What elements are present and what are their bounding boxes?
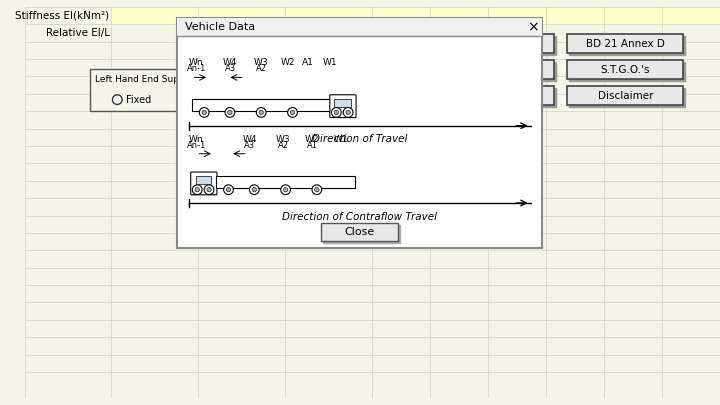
Bar — [440, 88, 556, 107]
Text: A1: A1 — [307, 141, 318, 150]
FancyBboxPatch shape — [191, 172, 217, 195]
Circle shape — [343, 108, 353, 117]
FancyBboxPatch shape — [330, 95, 356, 117]
Circle shape — [177, 95, 186, 104]
Circle shape — [334, 110, 338, 115]
Bar — [440, 62, 556, 81]
Bar — [323, 225, 400, 243]
FancyBboxPatch shape — [438, 60, 554, 79]
FancyBboxPatch shape — [567, 86, 683, 105]
FancyBboxPatch shape — [90, 69, 274, 111]
Circle shape — [179, 97, 184, 102]
Circle shape — [284, 188, 288, 192]
Text: Direction of Travel: Direction of Travel — [312, 134, 408, 145]
Circle shape — [256, 108, 266, 117]
Text: ×: × — [527, 20, 539, 34]
Circle shape — [228, 110, 232, 115]
Bar — [177, 19, 542, 36]
Text: A3: A3 — [225, 64, 236, 72]
Bar — [216, 176, 355, 188]
Text: Direction of Contraflow Travel: Direction of Contraflow Travel — [282, 212, 437, 222]
Text: A3: A3 — [244, 141, 255, 150]
Text: Vehicle Data: Vehicle Data — [185, 22, 255, 32]
Text: A2: A2 — [278, 141, 289, 150]
Text: W4: W4 — [223, 58, 238, 67]
Text: W1: W1 — [323, 58, 337, 67]
Bar — [570, 62, 685, 81]
Circle shape — [281, 185, 290, 194]
Text: Wn: Wn — [189, 135, 204, 144]
FancyBboxPatch shape — [438, 34, 554, 53]
Text: Fixed: Fixed — [319, 95, 344, 104]
Bar — [440, 36, 556, 55]
Text: BD 21 Annex D: BD 21 Annex D — [586, 38, 665, 49]
Text: W4: W4 — [243, 135, 257, 144]
Bar — [177, 19, 542, 248]
Text: Disclaimer: Disclaimer — [598, 91, 653, 101]
Bar — [333, 98, 351, 107]
Text: Wn: Wn — [189, 58, 204, 67]
FancyBboxPatch shape — [567, 60, 683, 79]
Circle shape — [315, 188, 319, 192]
Circle shape — [252, 188, 256, 192]
Bar — [570, 88, 685, 107]
Circle shape — [112, 95, 122, 104]
Circle shape — [331, 108, 341, 117]
Text: S.T.G.O.'s: S.T.G.O.'s — [600, 65, 650, 75]
Circle shape — [287, 108, 297, 117]
Text: Left Hand End Support Condition: Left Hand End Support Condition — [95, 75, 244, 83]
Text: An-1: An-1 — [186, 141, 206, 150]
Bar — [112, 7, 720, 24]
Text: An-1: An-1 — [186, 64, 206, 72]
Circle shape — [192, 185, 202, 194]
Circle shape — [249, 185, 259, 194]
Bar — [570, 36, 685, 55]
Text: W1: W1 — [334, 135, 348, 144]
Text: Close: Close — [345, 227, 375, 237]
Text: W3: W3 — [254, 58, 269, 67]
Text: Right Hand End Support Condition: Right Hand End Support Condition — [288, 75, 444, 83]
Circle shape — [225, 108, 235, 117]
Text: A2: A2 — [256, 64, 266, 72]
Bar — [192, 98, 330, 111]
Circle shape — [346, 110, 351, 115]
Circle shape — [204, 185, 214, 194]
Text: W2: W2 — [281, 58, 295, 67]
FancyBboxPatch shape — [438, 86, 554, 105]
Text: A1: A1 — [302, 58, 313, 67]
Circle shape — [290, 110, 294, 115]
Text: Pinned: Pinned — [191, 95, 224, 104]
Text: W3: W3 — [276, 135, 291, 144]
Text: Pinned: Pinned — [384, 95, 417, 104]
Circle shape — [259, 110, 264, 115]
Text: Relative EI/L: Relative EI/L — [45, 28, 109, 38]
Circle shape — [224, 185, 233, 194]
Circle shape — [199, 108, 209, 117]
FancyBboxPatch shape — [321, 223, 398, 241]
Circle shape — [373, 97, 377, 102]
FancyBboxPatch shape — [284, 69, 467, 111]
Text: Fixed: Fixed — [126, 95, 151, 104]
FancyBboxPatch shape — [567, 34, 683, 53]
Circle shape — [370, 95, 380, 104]
Bar — [196, 176, 211, 184]
Text: Abnormal Loads: Abnormal Loads — [454, 65, 538, 75]
Circle shape — [202, 110, 207, 115]
Circle shape — [305, 95, 315, 104]
Text: Fatigue Load: Fatigue Load — [463, 91, 529, 101]
Circle shape — [312, 185, 322, 194]
Text: HB Vehicles: HB Vehicles — [465, 38, 526, 49]
Circle shape — [226, 188, 230, 192]
Circle shape — [207, 188, 211, 192]
Text: Stiffness EI(kNm²): Stiffness EI(kNm²) — [15, 11, 109, 21]
Text: W2: W2 — [305, 135, 320, 144]
Circle shape — [195, 188, 199, 192]
